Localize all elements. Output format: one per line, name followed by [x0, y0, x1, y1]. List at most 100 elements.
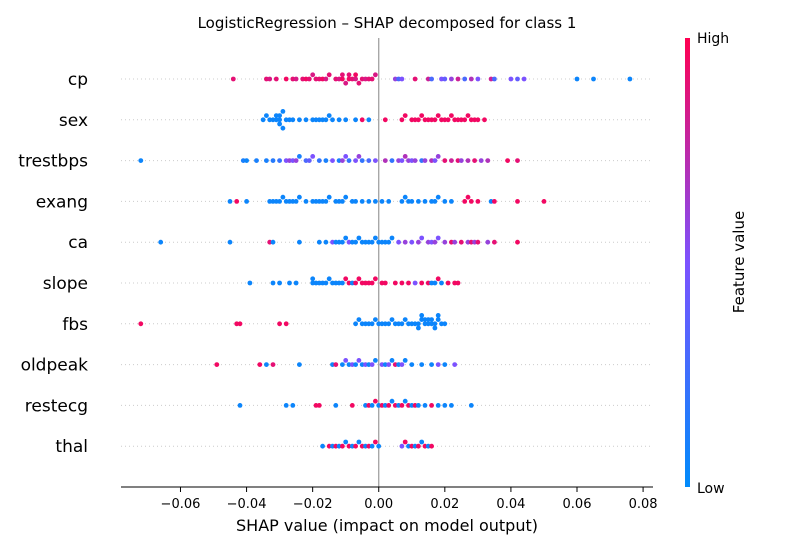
shap-dot-slope	[349, 280, 355, 286]
shap-dot-thal	[333, 443, 339, 449]
shap-dot-oldpeak	[356, 358, 362, 363]
feature-label-slope: slope	[43, 274, 88, 294]
shap-dot-restecg	[366, 403, 372, 408]
shap-dot-trestbps	[316, 158, 322, 164]
shap-dot-sex	[277, 117, 282, 123]
shap-dot-exang	[416, 199, 421, 204]
shap-dot-exang	[343, 194, 349, 200]
shap-dot-slope	[277, 280, 282, 286]
shap-dot-exang	[277, 199, 282, 204]
shap-dot-fbs	[379, 321, 385, 327]
shap-dot-cp	[475, 76, 481, 82]
shap-dot-ca	[468, 239, 474, 245]
shap-dot-cp	[264, 76, 269, 82]
shap-dot-exang	[323, 199, 329, 204]
shap-dot-slope	[382, 280, 388, 286]
shap-dot-cp	[316, 76, 322, 82]
shap-dot-restecg	[382, 403, 388, 408]
shap-dot-fbs	[435, 313, 441, 318]
shap-dot-trestbps	[264, 158, 269, 164]
shap-dot-ca	[449, 239, 454, 245]
shap-dot-oldpeak	[346, 362, 352, 367]
shap-dot-thal	[425, 443, 431, 449]
shap-dot-exang	[442, 199, 448, 204]
shap-dot-exang	[359, 199, 365, 204]
shap-dot-fbs	[402, 317, 408, 322]
shap-dot-sex	[310, 117, 316, 123]
shap-dot-trestbps	[472, 158, 477, 164]
shap-dot-exang	[379, 199, 385, 204]
shap-dot-thal	[422, 443, 428, 449]
shap-dot-exang	[465, 194, 471, 200]
shap-dot-ca	[425, 239, 431, 245]
shap-dot-cp	[515, 76, 520, 82]
shap-dot-cp	[300, 76, 306, 82]
shap-dot-exang	[432, 199, 438, 204]
shap-dot-cp	[488, 76, 494, 82]
shap-dot-cp	[273, 76, 279, 82]
shap-dot-thal	[336, 443, 342, 449]
shap-dot-ca	[409, 239, 415, 245]
shap-dot-sex	[264, 113, 269, 118]
shap-dot-sex	[313, 117, 319, 123]
shap-dot-cp	[399, 76, 405, 82]
shap-dot-exang	[227, 199, 233, 204]
shap-dot-trestbps	[465, 158, 471, 164]
shap-dot-sex	[445, 117, 451, 123]
shap-dot-fbs	[416, 321, 421, 327]
shap-dot-oldpeak	[429, 362, 434, 367]
shap-dot-fbs	[138, 321, 144, 327]
shap-dot-slope	[293, 280, 299, 286]
shap-dot-slope	[316, 280, 322, 286]
shap-dot-exang	[287, 199, 292, 204]
shap-dot-fbs	[386, 321, 392, 327]
shap-dot-trestbps	[323, 158, 329, 164]
shap-dot-ca	[343, 235, 349, 241]
shap-dot-trestbps	[346, 158, 352, 164]
shap-dot-exang	[340, 199, 345, 204]
shap-dot-ca	[389, 235, 395, 241]
shap-dot-slope	[313, 280, 319, 286]
x-tick-label: −0.02	[293, 497, 333, 512]
shap-dot-exang	[488, 199, 494, 204]
shap-dot-slope	[310, 280, 316, 286]
shap-dot-fbs	[412, 321, 418, 327]
shap-dot-ca	[346, 239, 352, 245]
shap-dot-sex	[409, 117, 415, 123]
shap-dot-ca	[458, 239, 464, 245]
shap-dot-slope	[452, 280, 458, 286]
shap-dot-restecg	[429, 403, 434, 408]
shap-dot-ca	[323, 239, 329, 245]
shap-dot-restecg	[435, 403, 441, 408]
shap-dot-fbs	[376, 321, 382, 327]
shap-dot-exang	[406, 199, 411, 204]
shap-dot-cp	[508, 76, 514, 82]
shap-dot-trestbps	[406, 158, 411, 164]
shap-dot-fbs	[409, 321, 415, 327]
shap-dot-oldpeak	[409, 362, 415, 367]
shap-dot-cp	[373, 72, 378, 78]
shap-dot-sex	[283, 117, 289, 123]
shap-dot-exang	[273, 199, 279, 204]
shap-dot-sex	[468, 117, 474, 123]
shap-dot-fbs	[422, 321, 428, 327]
shap-dot-slope	[366, 280, 372, 286]
shap-dot-trestbps	[485, 158, 491, 164]
shap-dot-exang	[353, 199, 358, 204]
shap-dot-sex	[320, 117, 325, 123]
shap-dot-trestbps	[435, 154, 441, 159]
shap-dot-slope	[369, 280, 375, 286]
shap-dot-sex	[475, 117, 481, 123]
shap-dot-sex	[416, 117, 421, 123]
shap-dot-exang	[449, 199, 454, 204]
shap-dot-sex	[449, 113, 454, 118]
shap-dot-thal	[363, 443, 368, 449]
shap-dot-exang	[303, 199, 309, 204]
shap-dot-sex	[353, 117, 358, 123]
shap-dot-trestbps	[422, 158, 428, 164]
shap-dot-ca	[382, 239, 388, 245]
shap-dot-oldpeak	[399, 362, 405, 367]
shap-dot-thal	[429, 443, 434, 449]
shap-dot-slope	[326, 276, 332, 282]
